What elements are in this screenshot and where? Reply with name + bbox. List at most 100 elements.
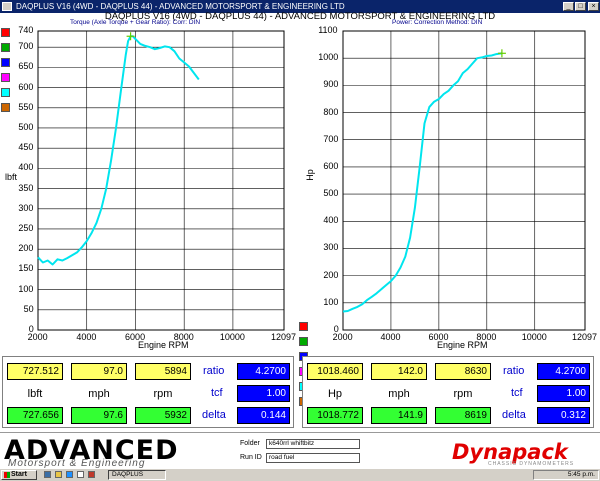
x-tick-label: 12097 [572, 332, 598, 342]
x-tick-label: 2000 [332, 332, 353, 342]
y-tick-label: 50 [23, 303, 34, 314]
y-tick-label: 100 [18, 283, 34, 294]
run-color-swatch[interactable] [1, 28, 10, 37]
x-tick-label: 8000 [173, 332, 194, 342]
chart-title: DAQPLUS V16 (4WD - DAQPLUS 44) - ADVANCE… [104, 11, 496, 22]
y-tick-label: 350 [18, 182, 34, 193]
run-color-swatch[interactable] [1, 43, 10, 52]
y-tick-label: 300 [18, 202, 34, 213]
folder-label: Folder [240, 440, 260, 447]
y-tick-label: 600 [18, 81, 34, 92]
clock: 5:45 p.m. [567, 471, 595, 478]
y-tick-label: 740 [18, 25, 34, 35]
taskbar: Start DAQPLUS 5:45 p.m. [0, 468, 600, 481]
y-tick-label: 200 [18, 243, 34, 254]
tcf-value: 1.00 [237, 385, 290, 402]
y-tick-label: 400 [323, 215, 339, 226]
dynapack-logo: Dynapack [452, 440, 568, 464]
delta-label: delta [502, 409, 526, 421]
minimize-button[interactable]: _ [563, 2, 574, 11]
plot-frame [37, 30, 285, 331]
run-id-label: Run ID [240, 454, 262, 461]
delta-label: delta [202, 409, 226, 421]
run2-rpm-value: 8619 [435, 407, 491, 424]
ratio-label: ratio [203, 365, 225, 377]
power-unit-label: Hp [327, 388, 343, 400]
mph-label: mph [88, 388, 110, 400]
run2-rpm-value: 5932 [135, 407, 191, 424]
run1-power-value: 1018.460 [307, 363, 363, 380]
ratio-value: 4.2700 [537, 363, 590, 380]
power-readout-panel: 1018.460 142.0 8630 Hp mph rpm 1018.772 … [302, 356, 594, 428]
y-tick-label: 0 [333, 324, 339, 334]
y-tick-label: 500 [18, 121, 34, 132]
notepad-icon[interactable] [77, 471, 84, 478]
y-tick-label: 250 [18, 222, 34, 233]
power-y-axis-label: Hp [304, 169, 315, 181]
dynapack-logo-subtitle: CHASSIS DYNAMOMETERS [488, 461, 575, 467]
y-tick-label: 400 [18, 162, 34, 173]
maximize-button[interactable]: □ [575, 2, 586, 11]
y-tick-label: 900 [323, 79, 339, 90]
run-color-swatch[interactable] [1, 58, 10, 67]
run1-mph-value: 142.0 [371, 363, 427, 380]
window-title-bar[interactable]: DAQPLUS V16 (4WD - DAQPLUS 44) - ADVANCE… [0, 0, 600, 13]
y-tick-label: 0 [28, 324, 34, 334]
browser-icon[interactable] [66, 471, 73, 478]
run-id-field[interactable]: road fuel [266, 453, 360, 463]
y-tick-label: 450 [18, 142, 34, 153]
delta-value: 0.312 [537, 407, 590, 424]
tcf-label: tcf [511, 387, 523, 399]
run-color-swatch[interactable] [1, 88, 10, 97]
start-button[interactable]: Start [1, 470, 37, 480]
y-tick-label: 650 [18, 61, 34, 72]
footer-bar: ADVANCED Motorsport & Engineering Folder… [0, 432, 600, 469]
run1-rpm-value: 8630 [435, 363, 491, 380]
y-tick-label: 550 [18, 101, 34, 112]
y-tick-label: 700 [323, 133, 339, 144]
y-tick-label: 800 [323, 106, 339, 117]
windows-flag-icon [4, 472, 10, 478]
torque-readout-panel: 727.512 97.0 5894 lbft mph rpm 727.656 9… [2, 356, 294, 428]
run1-torque-value: 727.512 [7, 363, 63, 380]
y-tick-label: 150 [18, 263, 34, 274]
taskbar-item-daqplus[interactable]: DAQPLUS [108, 470, 166, 480]
run-color-swatch[interactable] [1, 73, 10, 82]
run2-mph-value: 141.9 [371, 407, 427, 424]
close-button[interactable]: × [588, 2, 599, 11]
rpm-label: rpm [153, 388, 173, 400]
advanced-logo-subtitle: Motorsport & Engineering [8, 458, 146, 469]
desktop-icon[interactable] [44, 471, 51, 478]
run-color-swatch[interactable] [299, 337, 308, 346]
window-title: DAQPLUS V16 (4WD - DAQPLUS 44) - ADVANCE… [16, 2, 345, 11]
y-tick-label: 300 [323, 242, 339, 253]
x-tick-label: 4000 [76, 332, 97, 342]
plot-frame [342, 30, 586, 331]
folder-icon[interactable] [55, 471, 62, 478]
ratio-label: ratio [503, 365, 525, 377]
rpm-label: rpm [453, 388, 473, 400]
run2-power-value: 1018.772 [307, 407, 363, 424]
advanced-logo: ADVANCED [4, 435, 179, 466]
y-tick-label: 100 [323, 296, 339, 307]
x-tick-label: 10000 [219, 332, 245, 342]
run2-torque-value: 727.656 [7, 407, 63, 424]
torque-subheader: Torque (Axle Torque + Gear Ratio): Corr:… [70, 19, 201, 26]
folder-field[interactable]: k640rrl whiftbitz [266, 439, 360, 449]
x-tick-label: 6000 [125, 332, 146, 342]
ratio-value: 4.2700 [237, 363, 290, 380]
y-tick-label: 700 [18, 41, 34, 52]
x-tick-label: 4000 [380, 332, 401, 342]
start-label: Start [11, 471, 27, 478]
tcf-value: 1.00 [537, 385, 590, 402]
app-icon[interactable] [2, 2, 12, 11]
app-shortcut-icon[interactable] [88, 471, 95, 478]
y-tick-label: 1100 [318, 25, 338, 35]
run1-rpm-value: 5894 [135, 363, 191, 380]
run-color-swatch[interactable] [299, 322, 308, 331]
system-tray: 5:45 p.m. [533, 470, 599, 480]
tcf-label: tcf [211, 387, 223, 399]
run-color-swatch[interactable] [1, 103, 10, 112]
data-series-line [37, 35, 200, 266]
torque-y-axis-label: lbft [5, 172, 18, 182]
